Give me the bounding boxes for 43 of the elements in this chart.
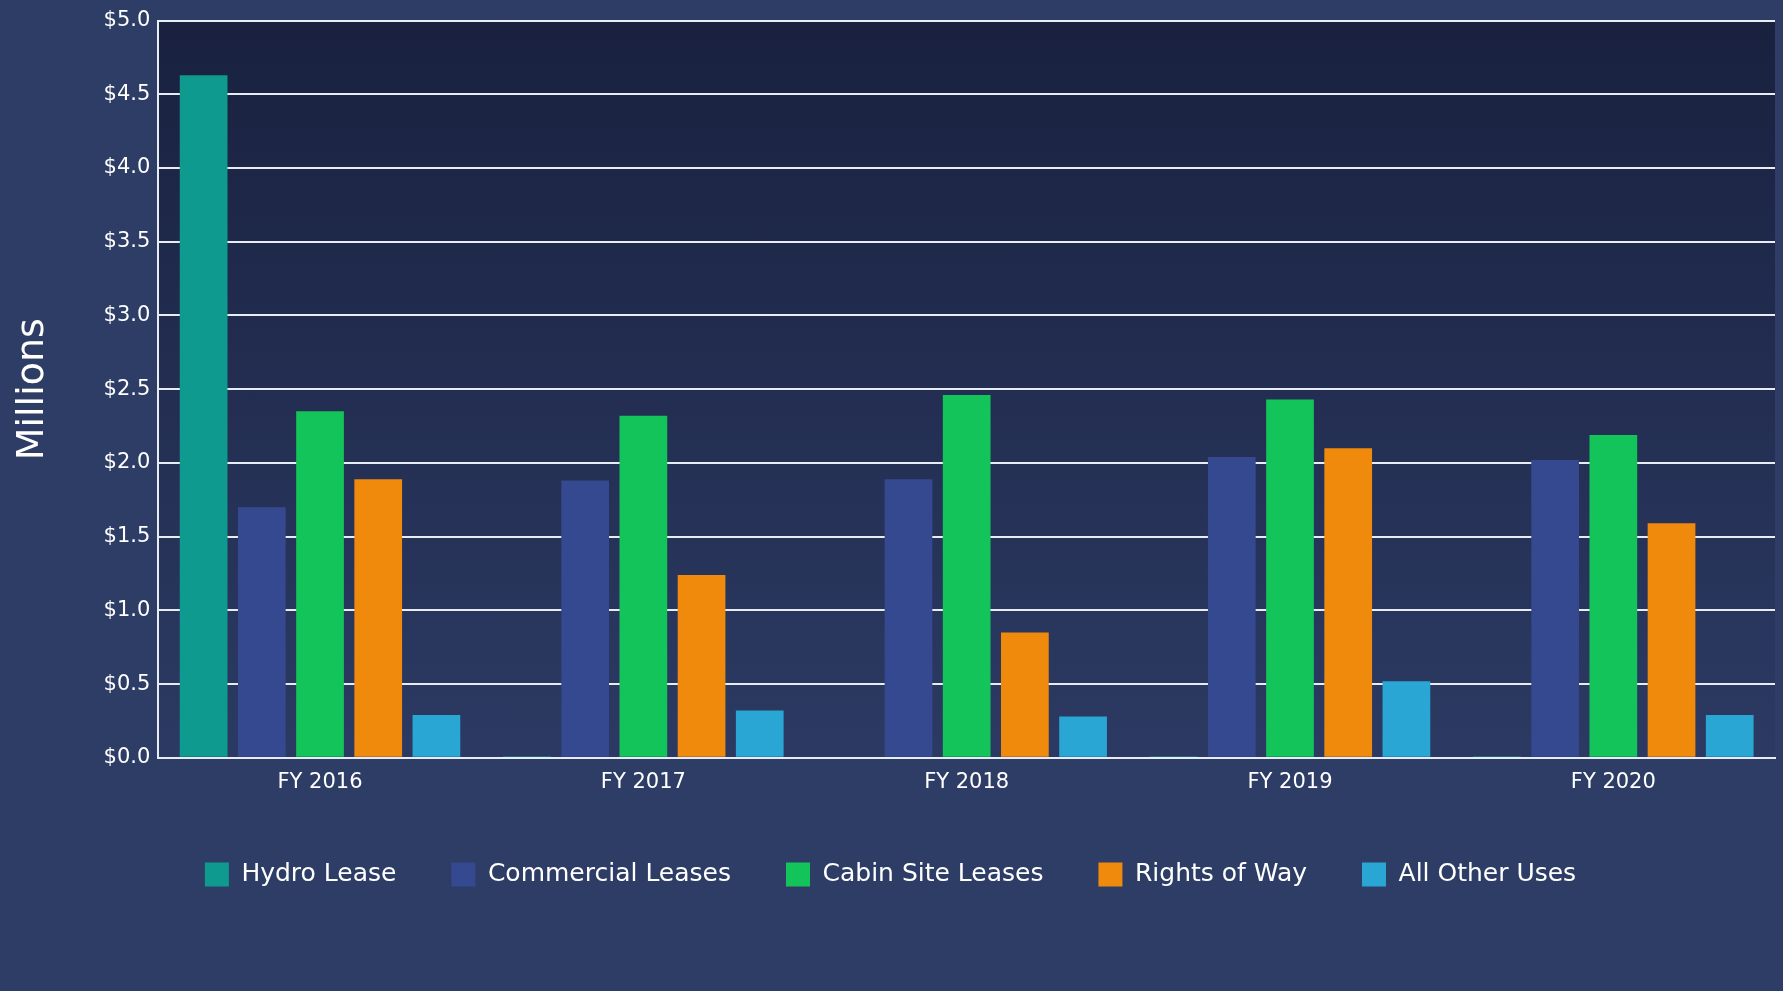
x-tick-label: FY 2017	[600, 768, 686, 793]
bar	[1266, 399, 1314, 757]
bar	[942, 395, 991, 757]
y-tick-label: $3.0	[103, 301, 151, 326]
bar	[1001, 632, 1049, 757]
bar	[354, 479, 403, 757]
bar	[619, 415, 668, 757]
bar	[1705, 715, 1754, 757]
y-tick-label: $4.5	[103, 80, 151, 105]
bar	[296, 411, 344, 757]
y-tick-label: $0.0	[103, 744, 151, 769]
bar	[1647, 523, 1696, 757]
legend-label: Rights of Way	[1134, 858, 1308, 887]
x-tick-label: FY 2019	[1247, 768, 1333, 793]
bar	[237, 507, 286, 757]
bar	[884, 479, 933, 757]
y-tick-label: $1.5	[103, 523, 151, 548]
bar	[677, 574, 726, 757]
bar	[561, 480, 610, 757]
bar	[1531, 459, 1579, 757]
bar	[1589, 434, 1638, 757]
bar	[1059, 716, 1107, 757]
bar	[179, 75, 228, 757]
y-tick-label: $3.5	[103, 228, 151, 253]
x-tick-label: FY 2020	[1570, 768, 1656, 793]
legend-label: Cabin Site Leases	[822, 858, 1044, 887]
y-tick-label: $0.5	[103, 670, 151, 695]
bar	[1207, 457, 1256, 757]
bar	[735, 710, 784, 757]
legend-label: All Other Uses	[1398, 858, 1577, 887]
y-tick-label: $2.5	[103, 375, 151, 400]
y-tick-label: $2.0	[103, 449, 151, 474]
y-axis-title: Millions	[7, 318, 52, 461]
x-tick-label: FY 2018	[924, 768, 1010, 793]
bar	[1382, 681, 1431, 757]
legend-label: Hydro Lease	[241, 858, 397, 887]
y-tick-label: $5.0	[103, 7, 151, 32]
legend-label: Commercial Leases	[487, 858, 731, 887]
x-tick-label: FY 2016	[277, 768, 363, 793]
y-tick-label: $4.0	[103, 154, 151, 179]
bar	[412, 715, 461, 757]
bar	[1324, 448, 1373, 757]
y-tick-label: $1.0	[103, 596, 151, 621]
